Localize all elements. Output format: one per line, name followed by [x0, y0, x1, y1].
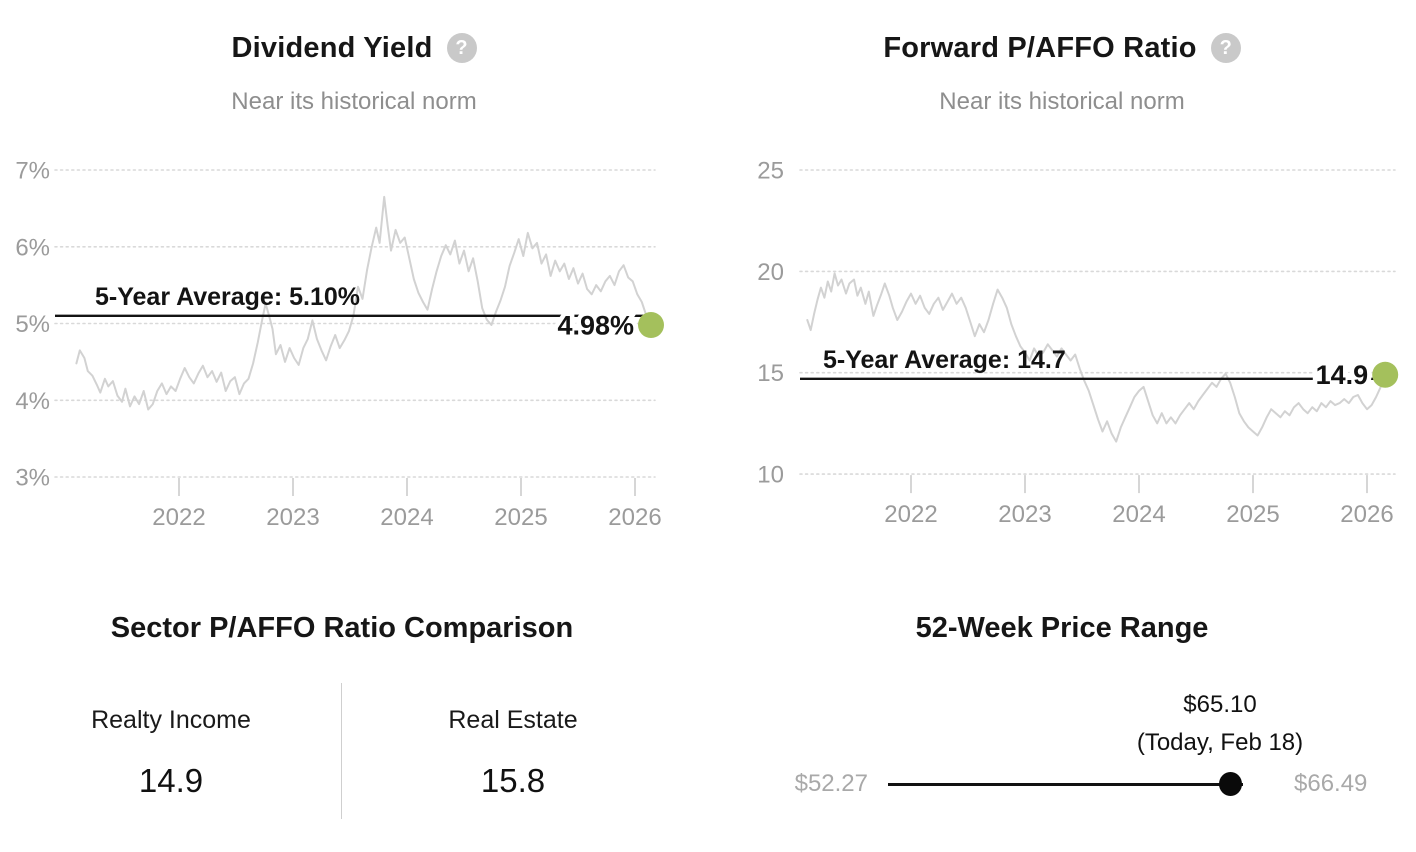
five-year-average-label: 5-Year Average: 14.7 — [823, 346, 1066, 374]
comparison-value: 14.9 — [138, 762, 204, 799]
current-value-dot — [1372, 361, 1399, 388]
forward-paffo-title: Forward P/AFFO Ratio — [883, 31, 1197, 64]
x-axis-tick-label: 2023 — [998, 501, 1051, 528]
y-axis-tick-label: 4% — [15, 388, 50, 415]
current-price-date-label: (Today, Feb 18) — [1136, 729, 1304, 756]
x-axis-tick-label: 2025 — [494, 504, 547, 531]
forward-paffo-subtitle: Near its historical norm — [939, 88, 1185, 115]
dividend-yield-title: Dividend Yield — [231, 31, 433, 64]
help-icon[interactable]: ? — [1210, 33, 1241, 63]
y-axis-tick-label: 25 — [757, 158, 784, 185]
y-axis-tick-label: 20 — [757, 259, 784, 286]
price-range-track — [888, 783, 1243, 786]
forward-paffo-line-chart: 25 20 15 10 2022 2023 2024 2025 2026 5-Year Avera… — [757, 158, 1399, 528]
history-series-line — [806, 272, 1387, 443]
y-axis-tick-label: 6% — [15, 234, 50, 261]
forward-paffo-header: Forward P/AFFO Ratio ? — [708, 28, 1416, 68]
x-axis-tick-label: 2023 — [266, 504, 319, 531]
x-axis-tick-label: 2024 — [1112, 501, 1165, 528]
forward-paffo-panel: 25 20 15 10 2022 2023 2024 2025 2026 5-Year Avera… — [708, 0, 1416, 580]
dividend-yield-subtitle: Near its historical norm — [231, 88, 477, 115]
help-icon[interactable]: ? — [446, 33, 477, 63]
current-value-label: 14.9 — [1316, 360, 1369, 390]
comparison-label: Real Estate — [448, 706, 578, 734]
y-axis-tick-label: 5% — [15, 311, 50, 338]
x-axis-tick-label: 2022 — [152, 504, 205, 531]
x-axis-tick-label: 2024 — [380, 504, 433, 531]
range-low-label: $52.27 — [794, 770, 868, 797]
comparison-label: Realty Income — [91, 706, 251, 734]
y-axis-tick-label: 7% — [15, 158, 50, 185]
current-value-label: 4.98% — [557, 311, 634, 341]
sector-comparison-panel: Sector P/AFFO Ratio Comparison Realty In… — [0, 580, 708, 852]
y-axis-tick-label: 3% — [15, 465, 50, 492]
column-divider — [341, 683, 342, 819]
price-range-title: 52-Week Price Range — [915, 612, 1209, 644]
history-series-line — [75, 195, 652, 411]
y-axis-tick-label: 10 — [757, 462, 784, 489]
dividend-yield-panel: 7% 6% 5% 4% 3% 2022 2023 2024 2025 2026 5-Year Ave… — [0, 0, 708, 580]
comparison-column-realty-income: Realty Income 14.9 — [0, 683, 342, 819]
x-axis-tick-label: 2025 — [1226, 501, 1279, 528]
x-axis-tick-label: 2022 — [884, 501, 937, 528]
sector-comparison-title: Sector P/AFFO Ratio Comparison — [110, 612, 574, 644]
dividend-yield-header: Dividend Yield ? — [0, 28, 708, 68]
x-axis-tick-label: 2026 — [1340, 501, 1393, 528]
y-axis-tick-label: 15 — [757, 360, 784, 387]
comparison-column-real-estate: Real Estate 15.8 — [342, 683, 684, 819]
current-price-label: $65.10 — [1183, 691, 1257, 718]
range-high-label: $66.49 — [1294, 770, 1368, 797]
comparison-value: 15.8 — [480, 762, 546, 799]
five-year-average-label: 5-Year Average: 5.10% — [95, 283, 360, 311]
dividend-yield-line-chart: 7% 6% 5% 4% 3% 2022 2023 2024 2025 2026 5-Year Ave… — [15, 158, 664, 531]
comparison-columns: Realty Income 14.9 Real Estate 15.8 — [0, 683, 684, 819]
x-axis-tick-label: 2026 — [608, 504, 661, 531]
current-value-dot — [638, 312, 664, 338]
price-range-panel: 52-Week Price Range $65.10 (Today, Feb 1… — [708, 580, 1416, 852]
current-price-dot — [1219, 772, 1242, 796]
